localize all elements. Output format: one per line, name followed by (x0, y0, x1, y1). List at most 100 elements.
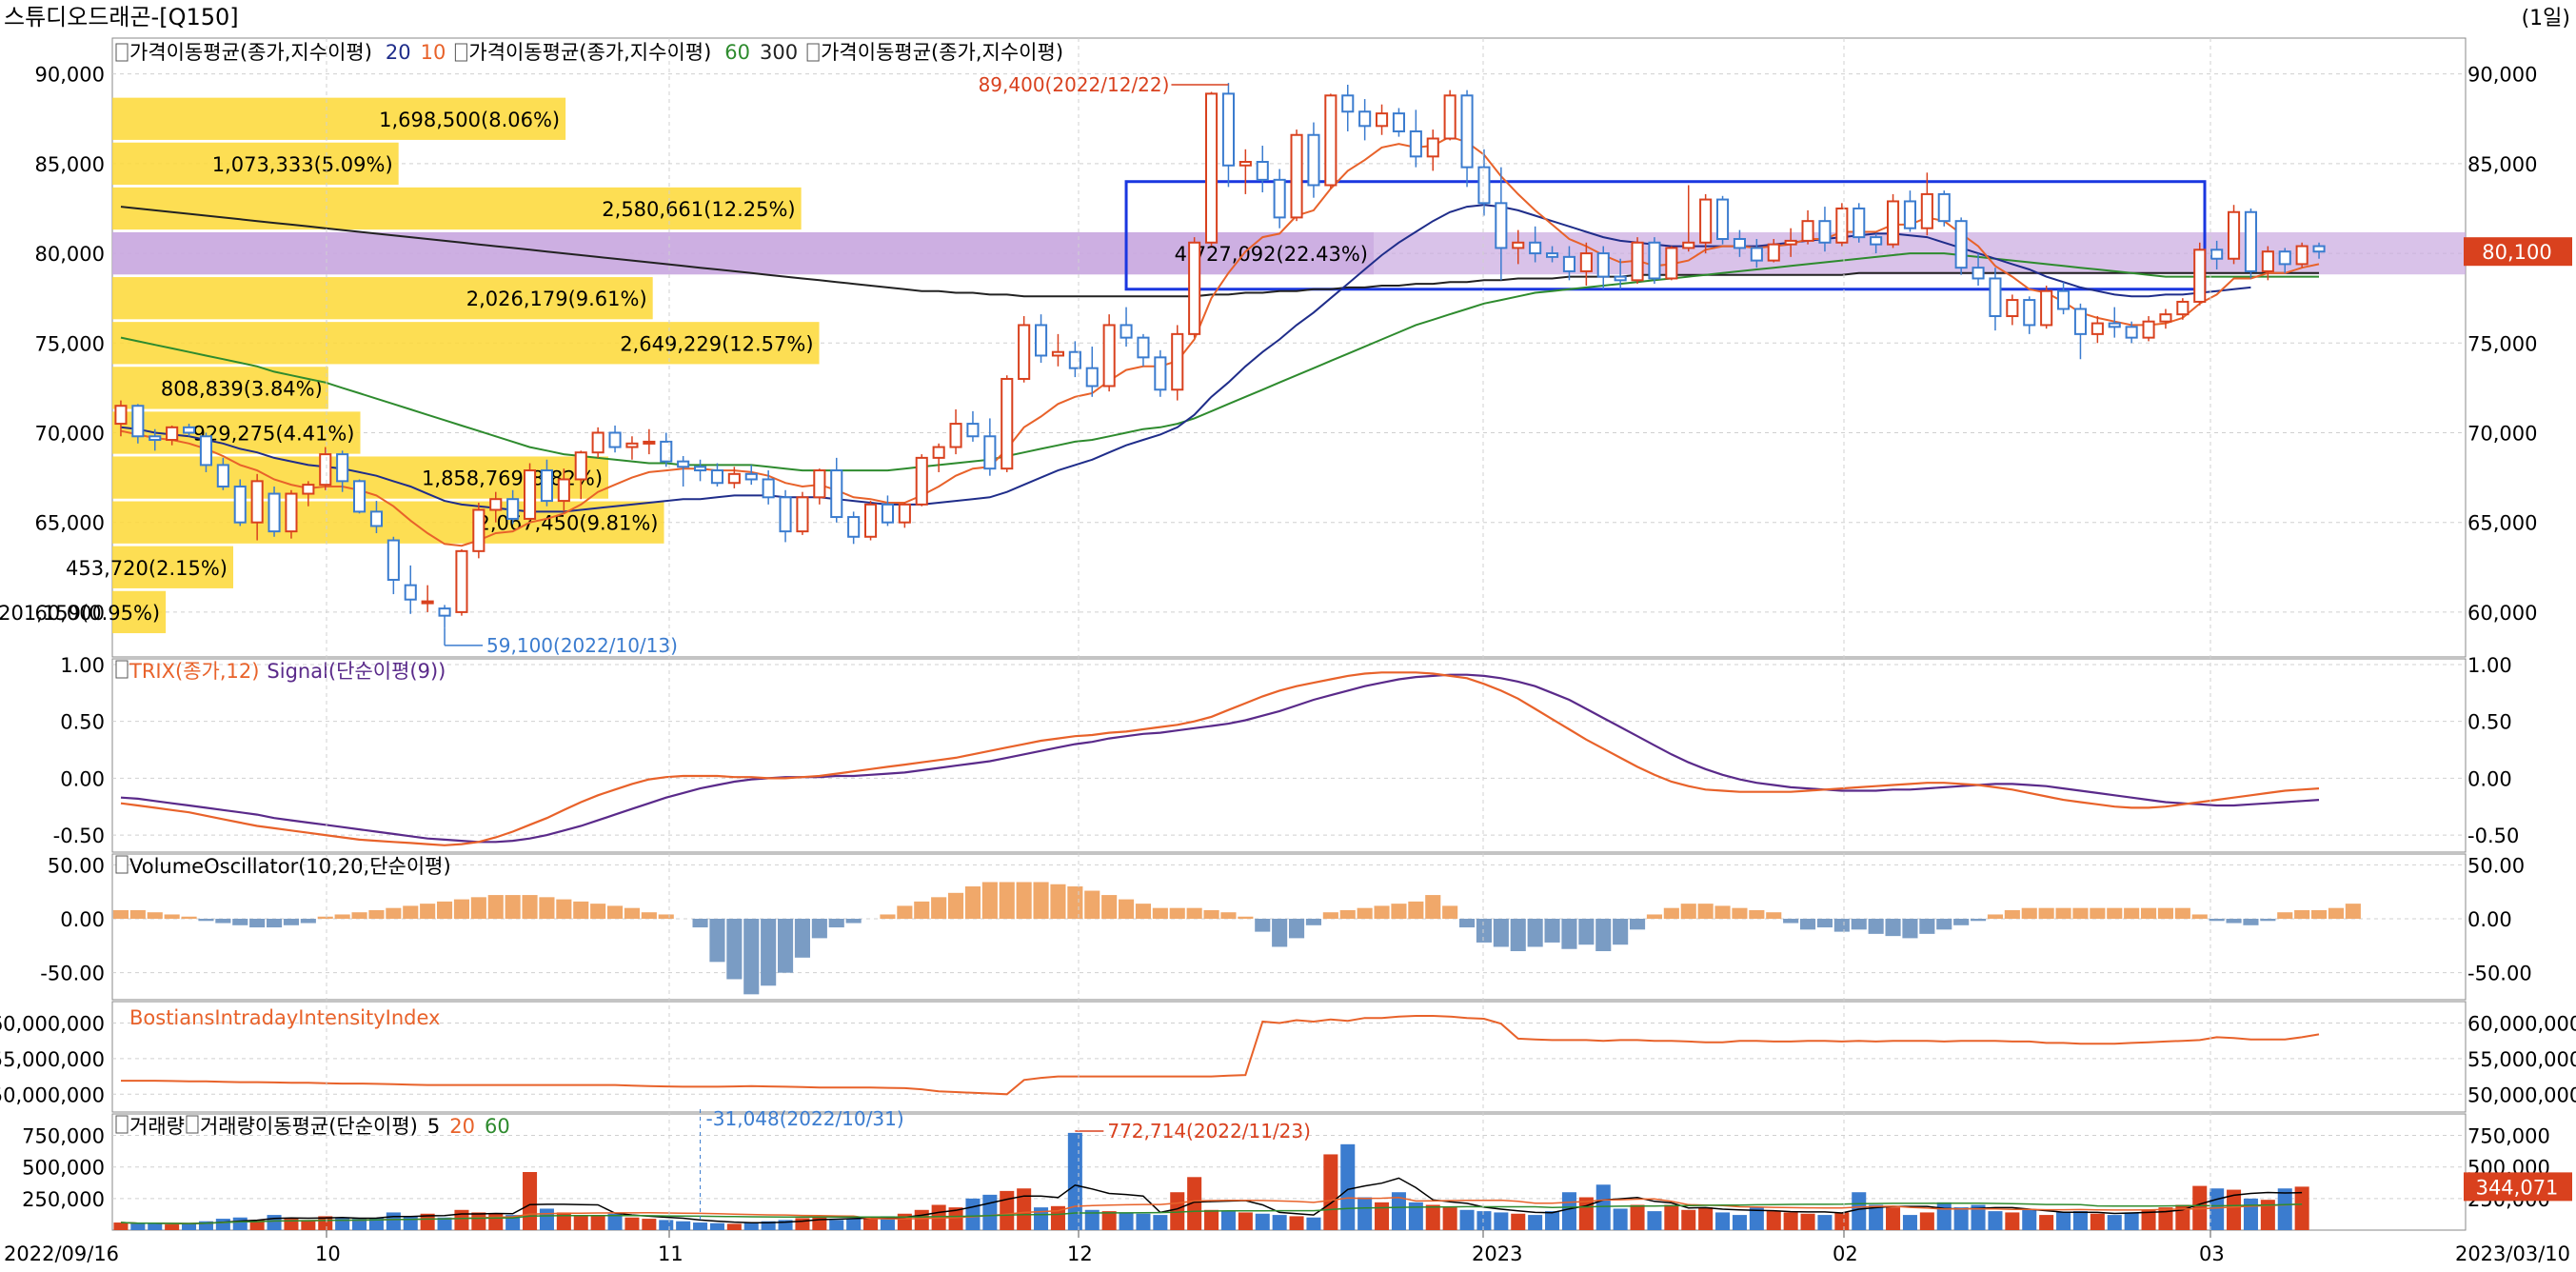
vo-bar (1135, 904, 1152, 919)
price-axis-tick-label-left: 85,000 (35, 153, 105, 176)
volume-axis-tick-label-left: 250,000 (22, 1188, 105, 1211)
candle-body (1512, 241, 1525, 249)
bostians-axis-tick-label-right: 60,000,000 (2467, 1012, 2576, 1035)
volume-bar (2005, 1212, 2020, 1230)
volume-axis-tick-label-left: 500,000 (22, 1157, 105, 1180)
candle-body (1818, 220, 1832, 244)
candle-body (1324, 94, 1338, 187)
volume-ma-period: 20 (449, 1115, 475, 1138)
volume-bar (1170, 1192, 1185, 1230)
vo-bar (1357, 907, 1373, 919)
vo-axis-tick-label-left: 0.00 (60, 908, 105, 931)
trix-legend: TRIX(종가,12) (129, 660, 259, 683)
vo-bar (692, 919, 708, 928)
candle-body (1221, 92, 1235, 167)
candle-body (1001, 377, 1014, 470)
candle-body (131, 405, 145, 438)
candle-body (1137, 336, 1150, 359)
candle-body (796, 496, 809, 533)
candle-body (455, 549, 468, 613)
vo-bar (403, 905, 419, 919)
vo-bar (1953, 919, 1970, 925)
x-tick-label: 11 (658, 1242, 684, 1265)
candle-body (1188, 241, 1201, 335)
volume-bar (1817, 1215, 1833, 1230)
ma-300-line (120, 206, 2319, 298)
volume-bar (1034, 1207, 1049, 1230)
volume-bar (556, 1212, 571, 1230)
volume-bar (1800, 1213, 1815, 1230)
volume-bar (1459, 1209, 1475, 1230)
price-axis-tick-label-left: 90,000 (35, 64, 105, 87)
vo-bar (1442, 905, 1458, 919)
vo-bar (2107, 907, 2123, 919)
candle-body (574, 451, 587, 481)
volume-profile-bar (112, 590, 167, 634)
vo-bar (761, 919, 777, 986)
bostians-axis-tick-label-left: 55,000,000 (0, 1048, 105, 1071)
vo-bar (1936, 919, 1952, 930)
candle-body (1290, 133, 1303, 219)
candle-body (2142, 320, 2155, 339)
volume-peak-annotation: 772,714(2022/11/23) (1107, 1120, 1311, 1143)
candle-body (915, 456, 928, 506)
vo-axis-tick-label-left: -50.00 (40, 963, 105, 985)
volume-bar (420, 1213, 435, 1230)
volume-profile-label: 1,858,769(8.82%) (422, 467, 603, 490)
trix-axis-tick-label-right: 0.50 (2467, 711, 2512, 734)
current-price-label: 80,100 (2482, 241, 2551, 264)
vo-bar (539, 897, 555, 919)
vo-bar (1714, 905, 1731, 919)
vo-bar (1118, 899, 1135, 919)
volume-bar (284, 1219, 299, 1230)
volume-bar (113, 1222, 129, 1230)
low-price-annotation: 59,100(2022/10/13) (486, 634, 678, 657)
trix-axis-tick-label-left: 0.50 (60, 711, 105, 734)
volume-bar (829, 1220, 844, 1230)
vo-bar (129, 909, 146, 919)
candle-body (1801, 220, 1814, 242)
vo-bar (947, 892, 964, 919)
vo-bar (897, 905, 913, 919)
volume-bar (642, 1219, 657, 1230)
vo-bar (2345, 904, 2361, 919)
volume-bar (761, 1221, 776, 1230)
volume-bar (982, 1194, 998, 1230)
price-legend-item: 60 (724, 41, 750, 64)
vo-bar (2055, 907, 2071, 919)
volume-bar (1953, 1207, 1969, 1230)
vo-bar (453, 899, 470, 919)
vo-bar (2140, 907, 2157, 919)
vo-bar (1919, 919, 1935, 934)
vo-bar (1272, 919, 1288, 947)
volume-bar (1886, 1207, 1901, 1230)
volume-bar (335, 1217, 350, 1230)
signal-legend: Signal(단순이평(9)) (267, 660, 446, 683)
volume-bar (471, 1212, 486, 1230)
volume-bar (2072, 1211, 2088, 1230)
candle-body (1273, 178, 1286, 219)
volume-bar (726, 1223, 742, 1230)
candle-body (1341, 94, 1355, 113)
volume-bar (1749, 1207, 1764, 1230)
volume-legend: 거래량 (129, 1115, 185, 1138)
volume-bar (215, 1219, 230, 1230)
candle-body (1238, 161, 1252, 167)
candle-body (2228, 210, 2241, 260)
volume-bar (1528, 1215, 1543, 1230)
candle-body (2278, 250, 2291, 266)
volume-bar (863, 1217, 879, 1230)
vo-bar (931, 897, 947, 919)
candle-body (1614, 275, 1627, 282)
candle-body (233, 486, 247, 524)
candle-body (1477, 166, 1491, 205)
vo-bar (181, 916, 197, 919)
price-axis-tick-label-right: 90,000 (2467, 64, 2537, 87)
volume-bar (1408, 1202, 1423, 1230)
volume-bar (232, 1217, 248, 1230)
legend-checkbox (115, 43, 129, 62)
candle-body (1870, 236, 1883, 246)
vo-bar (2157, 907, 2174, 919)
vo-bar (1902, 919, 1918, 939)
